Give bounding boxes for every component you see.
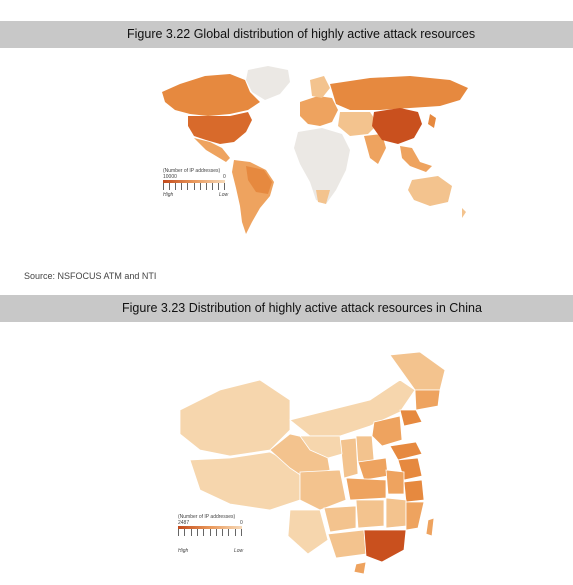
legend-title: (Number of IP addresses) <box>178 514 236 520</box>
province-xinjiang <box>179 379 291 457</box>
region-central-america <box>194 138 230 162</box>
map-legend: (Number of IP addresses) 2487 0 High Low <box>178 514 258 554</box>
region-europe <box>300 96 338 126</box>
legend-tick <box>203 529 204 536</box>
province-hubei <box>345 477 387 501</box>
legend-tick <box>190 529 192 536</box>
legend-min-value: 0 <box>240 520 243 526</box>
province-hunan <box>355 499 385 529</box>
figure-caption: Figure 3.23 Distribution of highly activ… <box>122 301 482 315</box>
legend-high-label: High <box>163 192 174 198</box>
legend-tick <box>234 529 236 536</box>
province-sichuan <box>299 469 347 511</box>
legend-high-label: High <box>178 548 189 554</box>
legend-ticks <box>163 183 225 190</box>
region-usa <box>188 112 252 144</box>
figure-caption: Figure 3.22 Global distribution of highl… <box>127 27 476 41</box>
province-gansu <box>299 435 343 459</box>
legend-low-label: Low <box>219 192 229 198</box>
legend-tick <box>205 183 207 190</box>
world-map <box>162 66 468 234</box>
legend-tick <box>187 183 188 190</box>
region-greenland <box>246 66 290 100</box>
region-africa <box>294 128 350 204</box>
legend-tick <box>163 183 164 190</box>
province-guangdong <box>363 529 407 563</box>
province-hebei <box>371 415 403 447</box>
legend-tick <box>241 529 242 536</box>
legend-tick <box>222 529 223 536</box>
province-liaoning <box>399 409 423 427</box>
province-jiangxi <box>385 497 407 529</box>
province-shandong <box>389 441 423 461</box>
province-guangxi <box>327 529 367 559</box>
figure-caption-bar: Figure 3.23 Distribution of highly activ… <box>0 295 573 322</box>
region-australia <box>408 176 452 206</box>
province-guizhou <box>323 505 357 533</box>
region-brazil <box>246 166 272 194</box>
china-map <box>179 351 446 575</box>
legend-tick <box>181 183 182 190</box>
legend-tick <box>224 183 225 190</box>
legend-ticks <box>178 529 242 536</box>
province-fujian <box>405 501 425 531</box>
legend-tick <box>217 183 219 190</box>
region-south-africa <box>316 190 330 204</box>
figure-caption-bar: Figure 3.22 Global distribution of highl… <box>0 21 573 48</box>
region-canada <box>162 74 260 116</box>
region-scandinavia <box>310 76 330 98</box>
legend-color-bar <box>163 180 225 183</box>
legend-tick <box>175 183 176 190</box>
province-shaanxi <box>339 437 359 479</box>
legend-tick <box>199 183 201 190</box>
region-china <box>372 108 422 144</box>
region-india <box>364 134 386 164</box>
map-legend: (Number of IP addresses) 10000 0 High Lo… <box>163 168 233 200</box>
legend-tick <box>215 529 217 536</box>
legend-tick <box>178 529 179 536</box>
legend-tick <box>196 529 198 536</box>
province-jilin <box>414 389 441 411</box>
legend-tick <box>209 529 211 536</box>
region-southeast-asia <box>400 146 432 172</box>
legend-max-value: 10000 <box>163 174 177 180</box>
province-heilongjiang <box>389 351 446 391</box>
legend-low-label: Low <box>234 548 244 554</box>
province-hainan <box>353 561 367 575</box>
legend-color-bar <box>178 526 242 529</box>
legend-tick <box>211 183 213 190</box>
legend-title: (Number of IP addresses) <box>163 168 221 174</box>
province-henan <box>357 457 389 481</box>
legend-tick <box>184 529 185 536</box>
province-yunnan <box>287 509 329 555</box>
region-central-asia <box>338 112 378 136</box>
legend-max-value: 2487 <box>178 520 190 526</box>
region-japan <box>428 114 436 128</box>
legend-tick <box>169 183 170 190</box>
region-russia <box>330 76 468 110</box>
legend-min-value: 0 <box>223 174 226 180</box>
province-anhui <box>385 469 405 495</box>
province-taiwan <box>425 517 435 537</box>
source-note: Source: NSFOCUS ATM and NTI <box>24 271 157 281</box>
legend-tick <box>193 183 195 190</box>
legend-tick <box>228 529 229 536</box>
region-new-zealand <box>462 208 466 218</box>
province-zhejiang <box>403 479 425 503</box>
